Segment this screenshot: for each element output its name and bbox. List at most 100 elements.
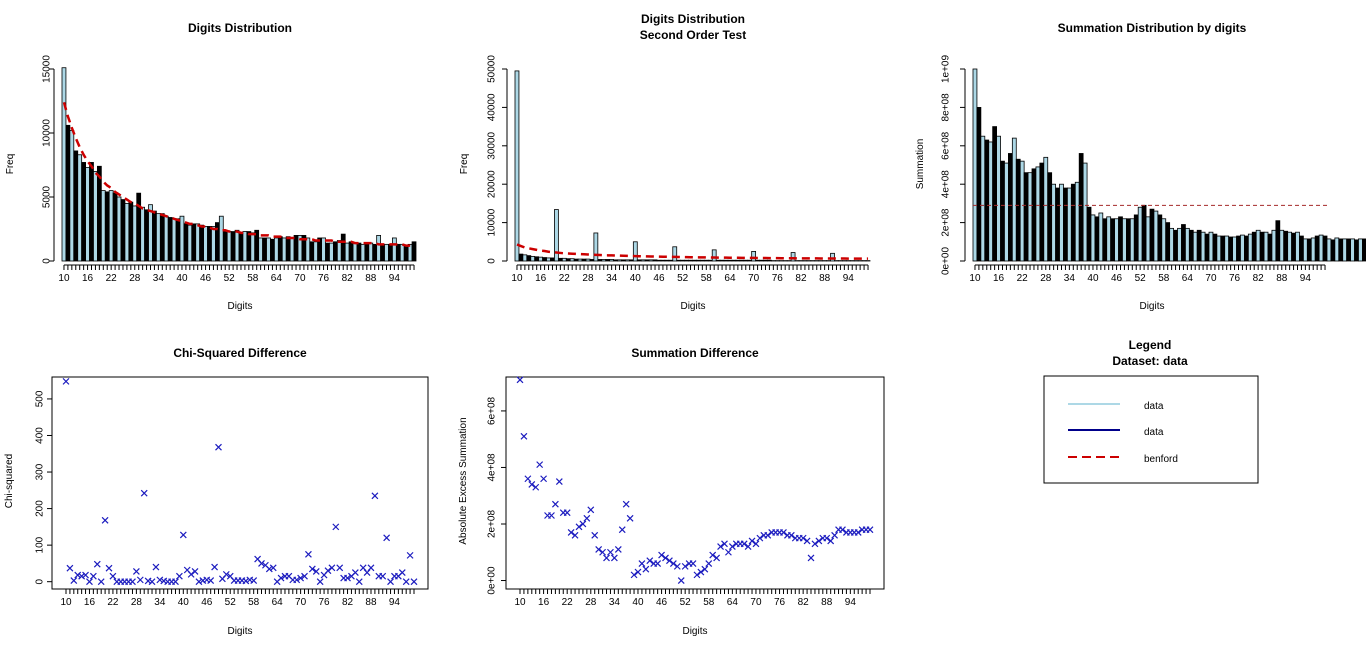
data-point <box>516 376 524 384</box>
bar <box>380 243 385 262</box>
x-tick-label: 88 <box>821 597 833 608</box>
data-point <box>571 531 579 539</box>
bar <box>124 202 130 262</box>
bar <box>81 162 86 262</box>
data-point <box>721 540 728 548</box>
x-tick-label: 10 <box>60 597 72 608</box>
y-tick-label: 1e+09 <box>941 55 952 84</box>
x-tick-label: 46 <box>201 597 213 608</box>
bar <box>1070 183 1076 262</box>
x-tick-label: 34 <box>1064 273 1076 284</box>
data-point <box>316 578 324 586</box>
y-axis-label: Absolute Excess Summation <box>458 417 469 544</box>
bar <box>1224 235 1230 262</box>
bar <box>65 124 71 262</box>
data-point <box>854 529 862 536</box>
legend-label-data: data <box>1144 427 1164 438</box>
data-point <box>70 577 78 585</box>
data-point <box>866 526 874 534</box>
data-point <box>693 571 701 579</box>
bar <box>195 223 201 262</box>
bar <box>1157 214 1163 262</box>
bar <box>305 237 311 262</box>
bar <box>640 259 646 262</box>
legend-title: Legend <box>1129 338 1172 352</box>
x-tick-label: 34 <box>154 597 166 608</box>
bar <box>680 259 686 262</box>
data-point <box>277 574 285 582</box>
data-point <box>701 565 709 573</box>
bar <box>1149 208 1155 262</box>
y-tick-label: 400 <box>35 427 46 444</box>
bar <box>258 237 263 262</box>
x-tick-label: 64 <box>272 597 284 608</box>
bar <box>1027 172 1033 262</box>
data-point <box>332 523 340 531</box>
benford-line <box>62 101 415 247</box>
data-point <box>642 565 650 573</box>
bar <box>1330 239 1336 262</box>
bar <box>703 259 709 262</box>
x-tick-label: 22 <box>1017 273 1029 284</box>
bar <box>514 70 520 262</box>
bar <box>621 259 626 262</box>
bar <box>735 259 741 262</box>
data-point <box>66 564 74 572</box>
bar <box>1228 236 1233 262</box>
bar <box>763 259 768 262</box>
data-point <box>179 531 187 539</box>
data-point <box>305 550 312 558</box>
data-point <box>728 543 736 551</box>
x-tick-label: 40 <box>630 273 642 284</box>
bar <box>1008 153 1013 262</box>
bar <box>152 210 157 262</box>
x-tick-label: 88 <box>365 597 377 608</box>
bar <box>1082 162 1088 262</box>
data-point <box>614 546 622 553</box>
bar <box>1220 235 1226 262</box>
bar <box>593 232 599 262</box>
bar <box>696 259 701 262</box>
bar <box>1322 235 1328 262</box>
x-tick-label: 10 <box>58 273 70 284</box>
bar <box>163 215 169 262</box>
x-tick-label: 58 <box>701 273 713 284</box>
y-tick-label: 6e+08 <box>941 131 952 160</box>
bar <box>1043 156 1049 262</box>
bar <box>656 259 662 262</box>
y-tick-label: 2e+08 <box>487 510 498 539</box>
data-point <box>579 520 587 528</box>
bar <box>581 258 587 262</box>
x-axis-label: Digits <box>680 301 705 312</box>
bar <box>699 259 705 262</box>
bar <box>391 237 397 262</box>
data-point <box>265 565 273 573</box>
data-point <box>839 526 846 534</box>
x-tick-label: 34 <box>609 597 621 608</box>
data-point <box>520 432 528 440</box>
bar <box>1153 210 1159 262</box>
chart-title: Digits Distribution <box>641 12 745 26</box>
bar <box>609 259 615 262</box>
data-point <box>780 529 787 536</box>
bar <box>238 232 244 262</box>
data-point <box>540 475 548 483</box>
bar <box>61 67 67 262</box>
data-point <box>105 564 113 572</box>
bar <box>1196 229 1202 262</box>
chart-title: Summation Difference <box>631 346 759 360</box>
y-tick-label: 0e+00 <box>941 247 952 276</box>
data-point <box>658 551 665 559</box>
x-tick-label: 58 <box>247 273 259 284</box>
data-point <box>328 564 336 572</box>
data-point <box>129 578 136 586</box>
x-tick-label: 94 <box>389 273 401 284</box>
x-tick-label: 40 <box>632 597 644 608</box>
y-tick-label: 100 <box>35 536 46 553</box>
bar <box>93 170 98 262</box>
x-tick-label: 34 <box>153 273 165 284</box>
bar <box>336 240 342 262</box>
bar <box>1255 229 1261 262</box>
x-tick-label: 82 <box>795 273 807 284</box>
x-tick-label: 22 <box>107 597 119 608</box>
